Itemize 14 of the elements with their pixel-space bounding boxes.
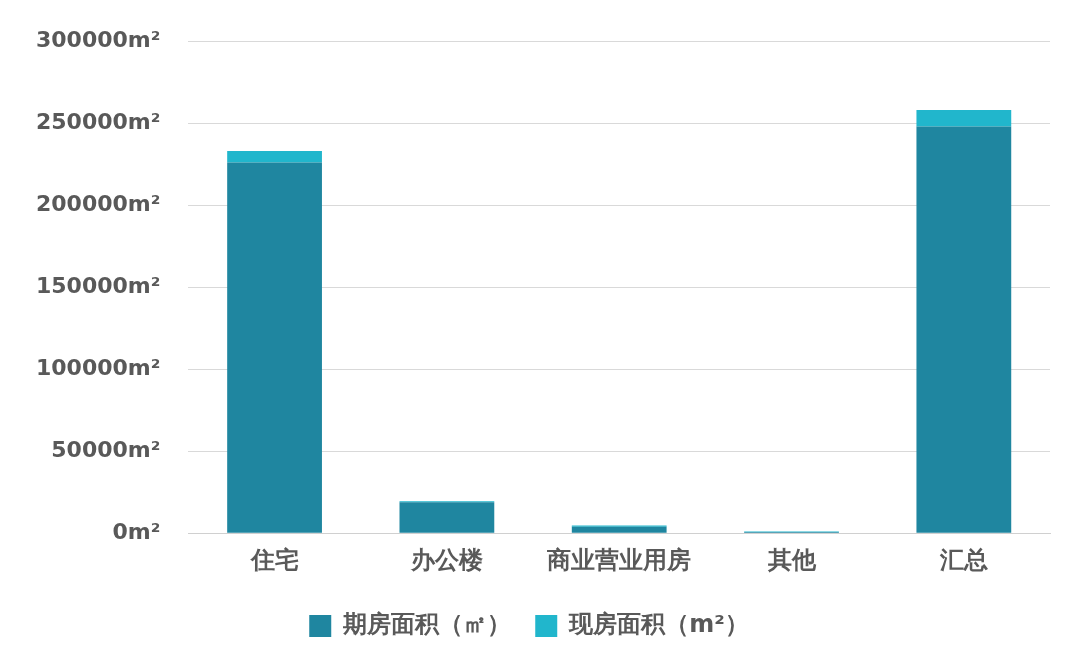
y-tick-label: 250000m² xyxy=(36,108,161,134)
y-tick-label: 0m² xyxy=(112,518,161,544)
y-tick-label: 150000m² xyxy=(36,272,161,298)
legend-label: 期房面积（㎡） xyxy=(342,610,512,639)
x-tick-label: 其他 xyxy=(766,545,817,574)
legend-label: 现房面积（m²） xyxy=(568,610,749,639)
y-tick-label: 100000m² xyxy=(36,354,161,380)
x-tick-label: 办公楼 xyxy=(409,545,484,574)
y-tick-label: 300000m² xyxy=(36,26,161,52)
x-tick-label: 住宅 xyxy=(249,545,299,574)
x-tick-label: 汇总 xyxy=(938,545,988,574)
y-tick-label: 200000m² xyxy=(36,190,161,216)
y-tick-label: 50000m² xyxy=(51,436,161,462)
x-tick-label: 商业营业用房 xyxy=(546,545,692,574)
